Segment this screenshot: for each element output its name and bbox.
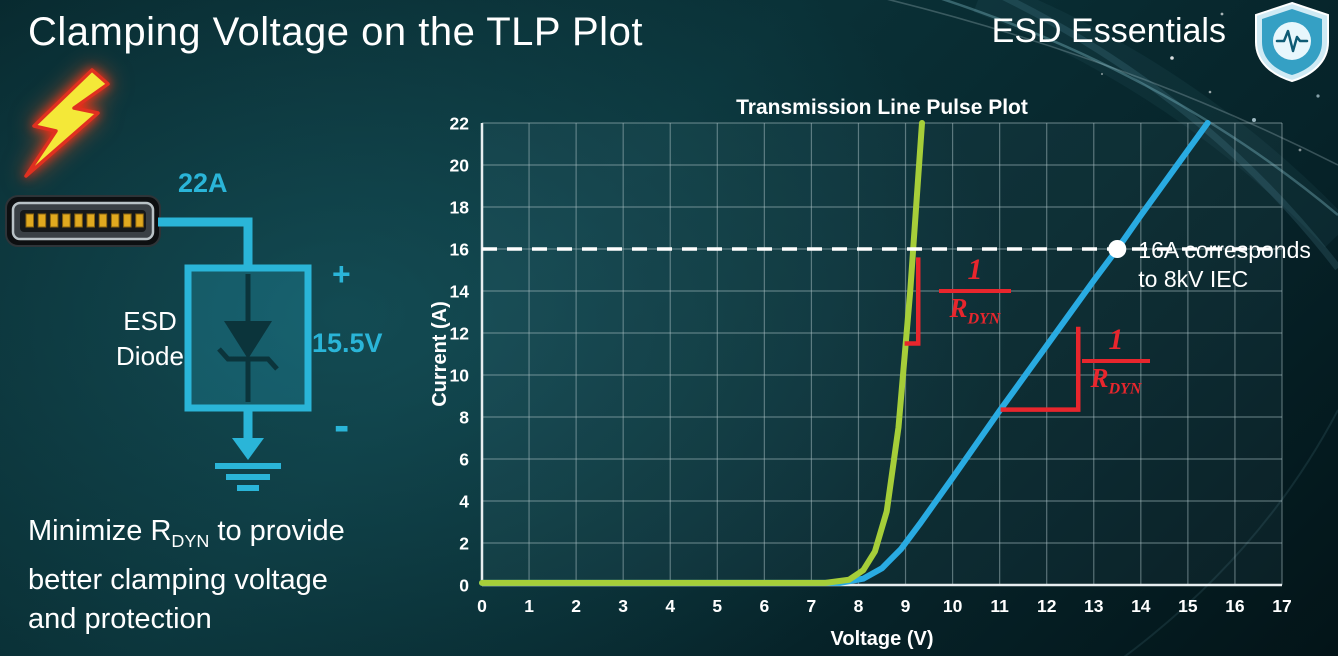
x-tick-label: 4 bbox=[665, 596, 675, 616]
reference-label-line1: 16A corresponds bbox=[1138, 237, 1311, 263]
plot-background-group bbox=[482, 123, 1282, 585]
x-tick-label: 14 bbox=[1131, 596, 1151, 616]
zener-diode-symbol bbox=[217, 274, 279, 402]
y-tick-label: 18 bbox=[450, 198, 470, 218]
esd-circuit-diagram bbox=[5, 68, 312, 491]
x-tick-label: 15 bbox=[1178, 596, 1198, 616]
y-tick-label: 6 bbox=[459, 450, 469, 470]
x-tick-label: 16 bbox=[1225, 596, 1245, 616]
note-line1-prefix: Minimize R bbox=[28, 515, 172, 547]
fraction-numerator: 1 bbox=[967, 253, 983, 286]
esd-diode-label: ESD Diode bbox=[90, 304, 210, 374]
fraction-numerator: 1 bbox=[1108, 323, 1124, 356]
surge-current-label: 22A bbox=[178, 168, 228, 198]
x-tick-label: 7 bbox=[807, 596, 817, 616]
x-tick-label: 12 bbox=[1037, 596, 1057, 616]
slope-markers bbox=[904, 257, 1081, 412]
wire-line bbox=[158, 217, 253, 270]
y-tick-label: 10 bbox=[450, 366, 470, 386]
slope-marker-blue-curve bbox=[1000, 326, 1081, 412]
gridlines bbox=[481, 122, 1283, 586]
note-line3: and protection bbox=[28, 602, 212, 635]
series-curves bbox=[479, 120, 1211, 586]
y-tick-label: 0 bbox=[459, 576, 469, 596]
slope-fraction-blue: 1 RDYN bbox=[1082, 325, 1150, 397]
y-tick-label: 22 bbox=[450, 114, 470, 134]
x-tick-label: 9 bbox=[901, 596, 911, 616]
lightning-bolt-icon bbox=[24, 68, 110, 178]
reference-label-line2: to 8kV IEC bbox=[1138, 266, 1248, 292]
x-tick-labels: 0 1 2 3 4 5 6 7 8 9 10 11 12 13 14 15 16 17 bbox=[477, 596, 1292, 616]
slope-fraction-green: 1 RDYN bbox=[939, 255, 1011, 327]
ground-arrow bbox=[232, 408, 264, 460]
x-tick-label: 5 bbox=[712, 596, 722, 616]
page-title: Clamping Voltage on the TLP Plot bbox=[28, 10, 643, 54]
fraction-bar bbox=[1082, 359, 1150, 363]
y-tick-label: 4 bbox=[459, 492, 469, 512]
x-tick-label: 8 bbox=[854, 596, 864, 616]
x-tick-label: 3 bbox=[618, 596, 628, 616]
ground-symbol-icon bbox=[215, 463, 281, 491]
fraction-bar bbox=[939, 289, 1011, 293]
y-tick-label: 16 bbox=[450, 240, 470, 260]
rdyn-sub: DYN bbox=[1108, 380, 1142, 398]
series-blue-curve bbox=[479, 120, 1211, 586]
note-text: Minimize RDYN to provide better clamping… bbox=[28, 512, 345, 639]
y-axis-label: Current (A) bbox=[430, 301, 451, 407]
slope-marker-green-curve bbox=[904, 257, 921, 346]
x-tick-label: 13 bbox=[1084, 596, 1104, 616]
rdyn-sub: DYN bbox=[967, 310, 1001, 328]
brand-title: ESD Essentials bbox=[991, 12, 1226, 50]
note-line2: better clamping voltage bbox=[28, 563, 328, 596]
minus-polarity-label: - bbox=[334, 399, 350, 451]
reference-marker-dot bbox=[1108, 240, 1127, 258]
x-tick-label: 0 bbox=[477, 596, 487, 616]
fraction-denominator: RDYN bbox=[949, 293, 1001, 327]
note-line1-rest: to provide bbox=[209, 515, 345, 547]
y-tick-label: 8 bbox=[459, 408, 469, 428]
esd-diode-label-line2: Diode bbox=[116, 341, 184, 371]
chart-title: Transmission Line Pulse Plot bbox=[736, 96, 1028, 119]
note-rdyn-subscript: DYN bbox=[171, 530, 210, 551]
heartbeat-pulse-icon bbox=[1275, 29, 1309, 53]
rdyn-base: R bbox=[949, 293, 968, 323]
clamping-voltage-label: 15.5V bbox=[312, 328, 383, 358]
y-tick-label: 14 bbox=[450, 282, 470, 302]
y-tick-labels: 0 2 4 6 8 10 12 14 16 18 20 22 bbox=[450, 114, 470, 596]
x-tick-label: 1 bbox=[524, 596, 534, 616]
series-green-curve bbox=[479, 120, 925, 586]
fraction-denominator: RDYN bbox=[1090, 363, 1142, 397]
hdmi-connector-icon bbox=[5, 195, 161, 247]
reference-16A: 16A corresponds to 8kV IEC bbox=[482, 237, 1311, 292]
x-tick-label: 10 bbox=[943, 596, 963, 616]
x-tick-label: 11 bbox=[990, 596, 1009, 616]
shield-circle bbox=[1273, 22, 1311, 60]
y-tick-label: 20 bbox=[450, 156, 470, 176]
tlp-chart: 16A corresponds to 8kV IEC 0 1 2 3 4 5 6 7 8 9 10 11… bbox=[430, 90, 1338, 656]
y-tick-label: 2 bbox=[459, 534, 469, 554]
x-tick-label: 2 bbox=[571, 596, 581, 616]
esd-diode-label-line1: ESD bbox=[123, 306, 177, 336]
x-tick-label: 17 bbox=[1272, 596, 1291, 616]
x-axis-label: Voltage (V) bbox=[831, 628, 934, 650]
rdyn-base: R bbox=[1090, 363, 1109, 393]
x-tick-label: 6 bbox=[759, 596, 769, 616]
plus-polarity-label: + bbox=[332, 256, 351, 292]
y-tick-label: 12 bbox=[450, 324, 470, 344]
plot-background bbox=[482, 123, 1282, 585]
hdmi-pins bbox=[25, 213, 144, 228]
esd-essentials-shield-icon bbox=[1255, 1, 1329, 83]
